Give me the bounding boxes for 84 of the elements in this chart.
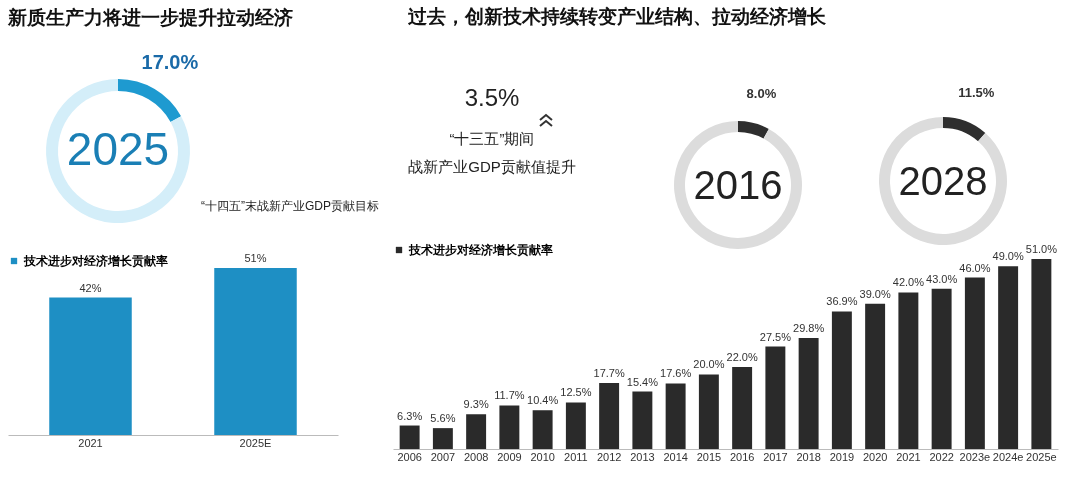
data-label: 36.9%: [826, 295, 858, 308]
x-tick-label: 2016: [729, 450, 755, 463]
data-label: 39.0%: [859, 287, 891, 300]
x-tick-label: 2025E: [239, 436, 272, 449]
x-tick-label: 2023e: [959, 450, 991, 463]
data-label: 12.5%: [560, 386, 592, 399]
text: “十四五”末战新产业GDP贡献目标: [201, 199, 379, 213]
data-label: 20.0%: [693, 358, 725, 371]
bar: [432, 428, 453, 449]
x-tick-label: 2006: [397, 450, 422, 463]
legend-label: 技术进步对经济增长贡献率: [408, 243, 553, 257]
bar: [632, 391, 653, 449]
donut-slice: [674, 121, 802, 249]
text: 2025: [66, 123, 170, 175]
text: 3.5%: [464, 84, 520, 111]
x-tick-label: 2025e: [1026, 450, 1057, 463]
bar: [499, 405, 520, 449]
data-label: 17.6%: [660, 367, 692, 380]
bar: [898, 292, 919, 449]
text: 2016: [693, 163, 783, 207]
data-label: 46.0%: [959, 261, 991, 274]
bar: [964, 277, 985, 449]
data-label: 17.0%: [141, 51, 199, 74]
data-label: 51.0%: [1025, 242, 1058, 255]
x-tick-label: 2017: [763, 450, 788, 463]
donut-slice: [943, 117, 986, 142]
x-tick-label: 2015: [696, 450, 722, 463]
data-label: 43.0%: [926, 272, 958, 285]
x-tick-label: 2019: [829, 450, 855, 463]
bar: [399, 425, 420, 449]
x-tick-label: 2008: [463, 450, 489, 463]
bar: [798, 337, 819, 449]
x-tick-label: 2010: [530, 450, 555, 463]
bar: [665, 383, 686, 449]
donut-slice: [46, 79, 190, 223]
data-label: 17.7%: [593, 367, 625, 380]
bar: [765, 346, 786, 449]
x-tick-label: 2021: [78, 436, 103, 449]
text: 过去，创新技术持续转变产业结构、拉动经济增长: [407, 6, 828, 27]
bar: [698, 374, 719, 449]
x-tick-label: 2007: [430, 450, 456, 463]
data-label: 29.8%: [793, 321, 825, 334]
data-label: 10.4%: [527, 394, 559, 407]
data-label: 42%: [79, 281, 102, 294]
data-label: 9.3%: [463, 398, 489, 411]
legend-label: 技术进步对经济增长贡献率: [23, 254, 168, 268]
data-label: 11.7%: [494, 389, 525, 402]
x-tick-label: 2011: [564, 450, 588, 463]
bar: [732, 367, 753, 449]
data-label: 8.0%: [746, 85, 777, 101]
bar: [998, 266, 1019, 449]
bar: [931, 288, 952, 449]
x-tick-label: 2013: [630, 450, 655, 463]
donut-slice: [738, 121, 769, 139]
donut-slice: [118, 79, 182, 123]
chart-title: 新质生产力将进一步提升拉动经济: [7, 6, 293, 28]
data-label: 5.6%: [430, 412, 456, 425]
x-tick-label: 2020: [862, 450, 888, 463]
bar: [532, 410, 553, 449]
text: 战新产业GDP贡献值提升: [408, 158, 576, 175]
x-tick-label: 2014: [663, 450, 688, 463]
data-label: 15.4%: [626, 375, 659, 388]
data-label: 51%: [244, 252, 267, 265]
x-tick-label: 2009: [497, 450, 522, 463]
data-label: 22.0%: [726, 351, 758, 363]
bar: [1031, 258, 1052, 449]
bar: [466, 414, 487, 449]
x-tick-label: 2022: [929, 450, 954, 463]
bar: [599, 383, 620, 449]
data-label: 42.0%: [892, 276, 925, 289]
x-tick-label: 2018: [796, 450, 821, 463]
data-label: 49.0%: [992, 250, 1024, 263]
data-label: 11.5%: [958, 85, 995, 101]
x-tick-label: 2021: [896, 450, 921, 463]
text: “十三五”期间: [449, 130, 535, 147]
x-tick-label: 2012: [596, 450, 622, 463]
bar: [565, 402, 586, 449]
bar: [831, 311, 852, 449]
data-label: 27.5%: [759, 330, 792, 343]
data-label: 6.3%: [397, 409, 423, 422]
bar: [865, 303, 886, 449]
x-tick-label: 2024e: [992, 450, 1024, 463]
text: 2028: [898, 159, 988, 203]
donut-slice: [879, 117, 1007, 245]
